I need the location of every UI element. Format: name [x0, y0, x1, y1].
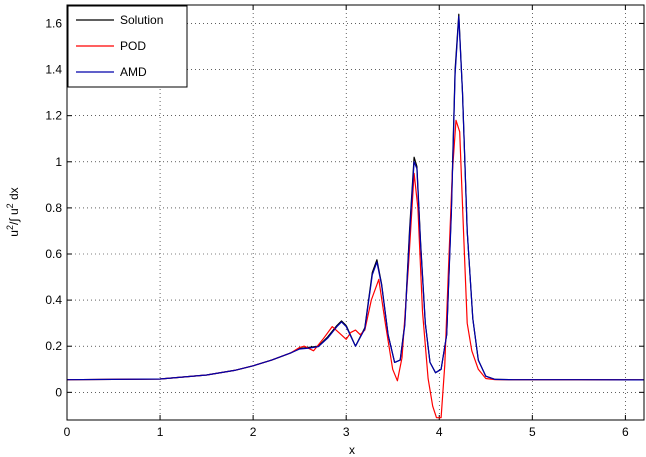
x-tick-label: 0 — [64, 425, 71, 439]
y-tick-label: 1.6 — [45, 16, 62, 30]
x-tick-label: 3 — [343, 425, 350, 439]
y-axis-label: u2/∫ u2 dx — [5, 187, 21, 236]
y-tick-label: 1 — [55, 155, 62, 169]
y-tick-label: 0.6 — [45, 247, 62, 261]
legend: Solution POD AMD — [67, 5, 188, 88]
x-axis-label: x — [349, 443, 355, 457]
x-tick-label: 2 — [250, 425, 257, 439]
x-tick-label: 5 — [529, 425, 536, 439]
x-tick-label: 1 — [157, 425, 164, 439]
y-tick-label: 0 — [55, 385, 62, 399]
x-tick-label: 6 — [622, 425, 629, 439]
y-tick-label: 0.4 — [45, 293, 62, 307]
legend-label: AMD — [120, 65, 147, 79]
legend-label: POD — [120, 39, 146, 53]
y-tick-label: 1.4 — [45, 63, 62, 77]
series-line-amd — [66, 15, 645, 381]
x-tick-label: 4 — [436, 425, 443, 439]
plot-frame — [66, 4, 645, 421]
y-tick-label: 0.2 — [45, 339, 62, 353]
series-line-pod — [66, 119, 645, 419]
series-lines — [66, 13, 645, 419]
y-tick-label: 0.8 — [45, 201, 62, 215]
legend-label: Solution — [120, 13, 163, 27]
y-tick-label: 1.2 — [45, 109, 62, 123]
